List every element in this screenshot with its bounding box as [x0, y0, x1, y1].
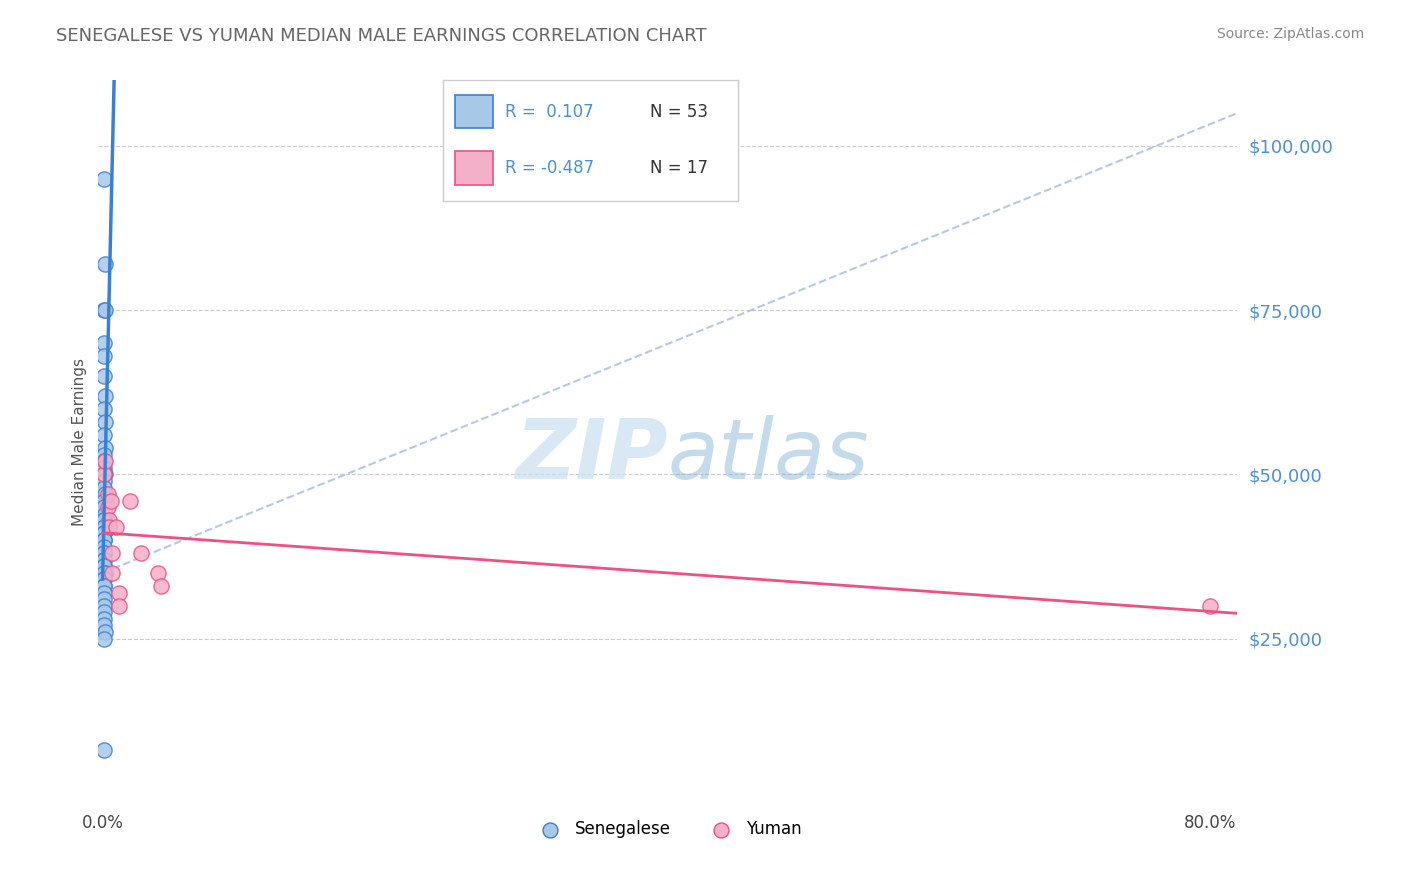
Point [131, 546, 153, 560]
Point [93, 474, 115, 488]
Point [93, 553, 115, 567]
Point [93, 448, 115, 462]
Point [94, 625, 117, 640]
Point [93, 559, 115, 574]
Point [93, 303, 115, 318]
Point [97, 487, 120, 501]
Point [1198, 599, 1220, 613]
Point [98, 520, 121, 534]
Point [146, 566, 169, 580]
Point [93, 579, 115, 593]
Point [93, 533, 115, 547]
Point [93, 454, 115, 468]
Point [93, 612, 115, 626]
Legend: Senegalese, Yuman: Senegalese, Yuman [527, 814, 808, 845]
Point [93, 526, 115, 541]
Point [98, 513, 121, 527]
Point [93, 336, 115, 351]
Point [120, 493, 142, 508]
Point [93, 605, 115, 619]
Point [93, 401, 115, 416]
Text: SENEGALESE VS YUMAN MEDIAN MALE EARNINGS CORRELATION CHART: SENEGALESE VS YUMAN MEDIAN MALE EARNINGS… [56, 27, 707, 45]
Point [105, 520, 128, 534]
Point [93, 526, 115, 541]
Point [93, 349, 115, 363]
Point [93, 467, 115, 482]
Point [100, 493, 122, 508]
Point [93, 500, 115, 515]
Point [94, 454, 117, 468]
Text: atlas: atlas [668, 416, 869, 497]
Point [94, 566, 117, 580]
Point [94, 520, 117, 534]
Point [94, 388, 117, 402]
Point [108, 599, 131, 613]
Point [93, 368, 115, 383]
Text: N = 17: N = 17 [650, 159, 707, 178]
Point [93, 513, 115, 527]
Point [101, 566, 124, 580]
Point [93, 520, 115, 534]
Text: N = 53: N = 53 [650, 103, 707, 120]
Point [93, 428, 115, 442]
Point [93, 632, 115, 646]
Text: R =  0.107: R = 0.107 [505, 103, 593, 120]
Point [93, 559, 115, 574]
Point [93, 592, 115, 607]
Text: Source: ZipAtlas.com: Source: ZipAtlas.com [1216, 27, 1364, 41]
Point [93, 743, 115, 757]
Point [93, 546, 115, 560]
Point [149, 579, 172, 593]
Text: ZIP: ZIP [515, 416, 668, 497]
Point [93, 573, 115, 587]
Point [94, 415, 117, 429]
Point [93, 618, 115, 632]
Point [108, 585, 131, 599]
Point [94, 467, 117, 482]
Point [93, 467, 115, 482]
Point [94, 507, 117, 521]
Point [101, 546, 124, 560]
Point [93, 566, 115, 580]
Y-axis label: Median Male Earnings: Median Male Earnings [72, 358, 87, 525]
Point [93, 553, 115, 567]
Point [93, 533, 115, 547]
Point [93, 546, 115, 560]
Bar [454, 95, 494, 128]
Point [94, 257, 117, 271]
Text: R = -0.487: R = -0.487 [505, 159, 593, 178]
Point [93, 513, 115, 527]
Point [93, 171, 115, 186]
Point [93, 540, 115, 554]
Point [93, 481, 115, 495]
Point [93, 460, 115, 475]
Point [93, 579, 115, 593]
Bar [454, 152, 494, 185]
Point [94, 487, 117, 501]
Point [97, 500, 120, 515]
Point [93, 493, 115, 508]
Point [94, 303, 117, 318]
Point [93, 573, 115, 587]
Point [94, 441, 117, 455]
Point [93, 599, 115, 613]
Point [93, 585, 115, 599]
